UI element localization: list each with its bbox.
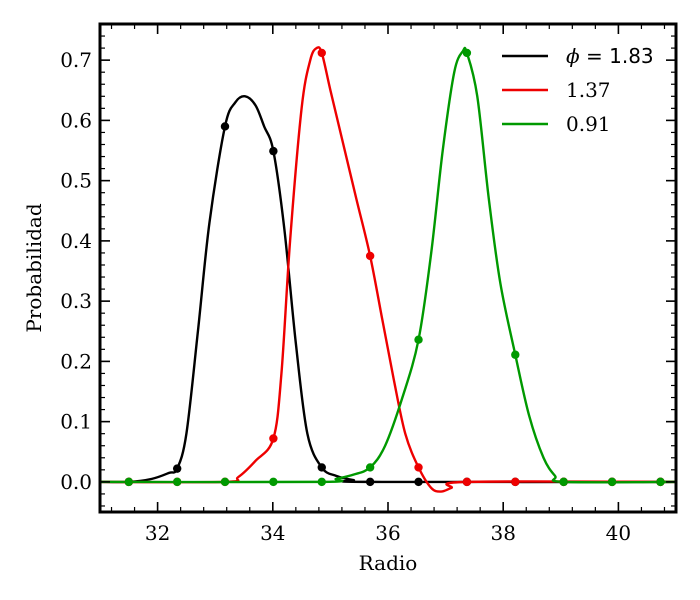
y-tick-label: 0.2 xyxy=(60,349,92,373)
y-tick-label: 0.6 xyxy=(60,108,92,132)
data-point-1.83-3 xyxy=(269,146,278,156)
data-point-0.91-10 xyxy=(607,477,617,487)
data-point-1.37-6 xyxy=(414,463,423,472)
legend: ϕ = 1.83 1.37 0.91 xyxy=(502,44,654,136)
x-axis-label: Radio xyxy=(359,551,418,575)
legend-label-0.91: 0.91 xyxy=(566,112,611,136)
data-point-1.83-4 xyxy=(317,463,326,472)
x-tick-label: 40 xyxy=(606,521,631,545)
data-point-0.91-6 xyxy=(414,335,423,344)
legend-label-1.37: 1.37 xyxy=(566,78,611,102)
data-point-1.37-4 xyxy=(317,48,326,58)
data-point-1.37-8 xyxy=(511,477,520,487)
data-point-0.91-1 xyxy=(172,477,182,487)
data-point-0.91-3 xyxy=(269,477,278,487)
data-point-0.91-5 xyxy=(365,463,375,472)
series-line-0.91 xyxy=(100,46,676,484)
data-point-1.83-1 xyxy=(172,464,182,473)
data-point-1.83-5 xyxy=(365,477,375,487)
data-point-0.91-7 xyxy=(462,48,472,58)
data-point-0.91-0 xyxy=(124,477,133,487)
legend-label-1.83: ϕ = 1.83 xyxy=(566,44,654,68)
x-tick-label: 36 xyxy=(375,521,400,545)
data-point-0.91-8 xyxy=(511,350,520,359)
x-tick-label: 34 xyxy=(260,521,285,545)
data-point-0.91-2 xyxy=(220,477,230,487)
data-point-1.83-6 xyxy=(414,477,423,487)
y-tick-label: 0.7 xyxy=(60,48,92,72)
data-point-0.91-9 xyxy=(559,477,568,487)
series-line-1.37 xyxy=(100,46,676,493)
x-tick-label: 32 xyxy=(145,521,170,545)
data-point-1.37-7 xyxy=(462,477,472,487)
y-tick-label: 0.1 xyxy=(60,410,92,434)
y-tick-label: 0.3 xyxy=(60,289,92,313)
y-tick-label: 0.5 xyxy=(60,169,92,193)
y-tick-label: 0.4 xyxy=(60,229,92,253)
plot-frame xyxy=(98,22,678,514)
data-point-1.37-5 xyxy=(365,251,375,261)
data-point-0.91-4 xyxy=(317,477,326,487)
y-tick-label: 0.0 xyxy=(60,470,92,494)
x-tick-label: 38 xyxy=(490,521,515,545)
series-line-1.83 xyxy=(100,95,676,484)
data-point-1.83-2 xyxy=(220,122,230,131)
y-axis-label: Probabilidad xyxy=(22,203,46,333)
data-point-1.37-3 xyxy=(269,434,278,443)
data-point-0.91-11 xyxy=(656,477,665,487)
